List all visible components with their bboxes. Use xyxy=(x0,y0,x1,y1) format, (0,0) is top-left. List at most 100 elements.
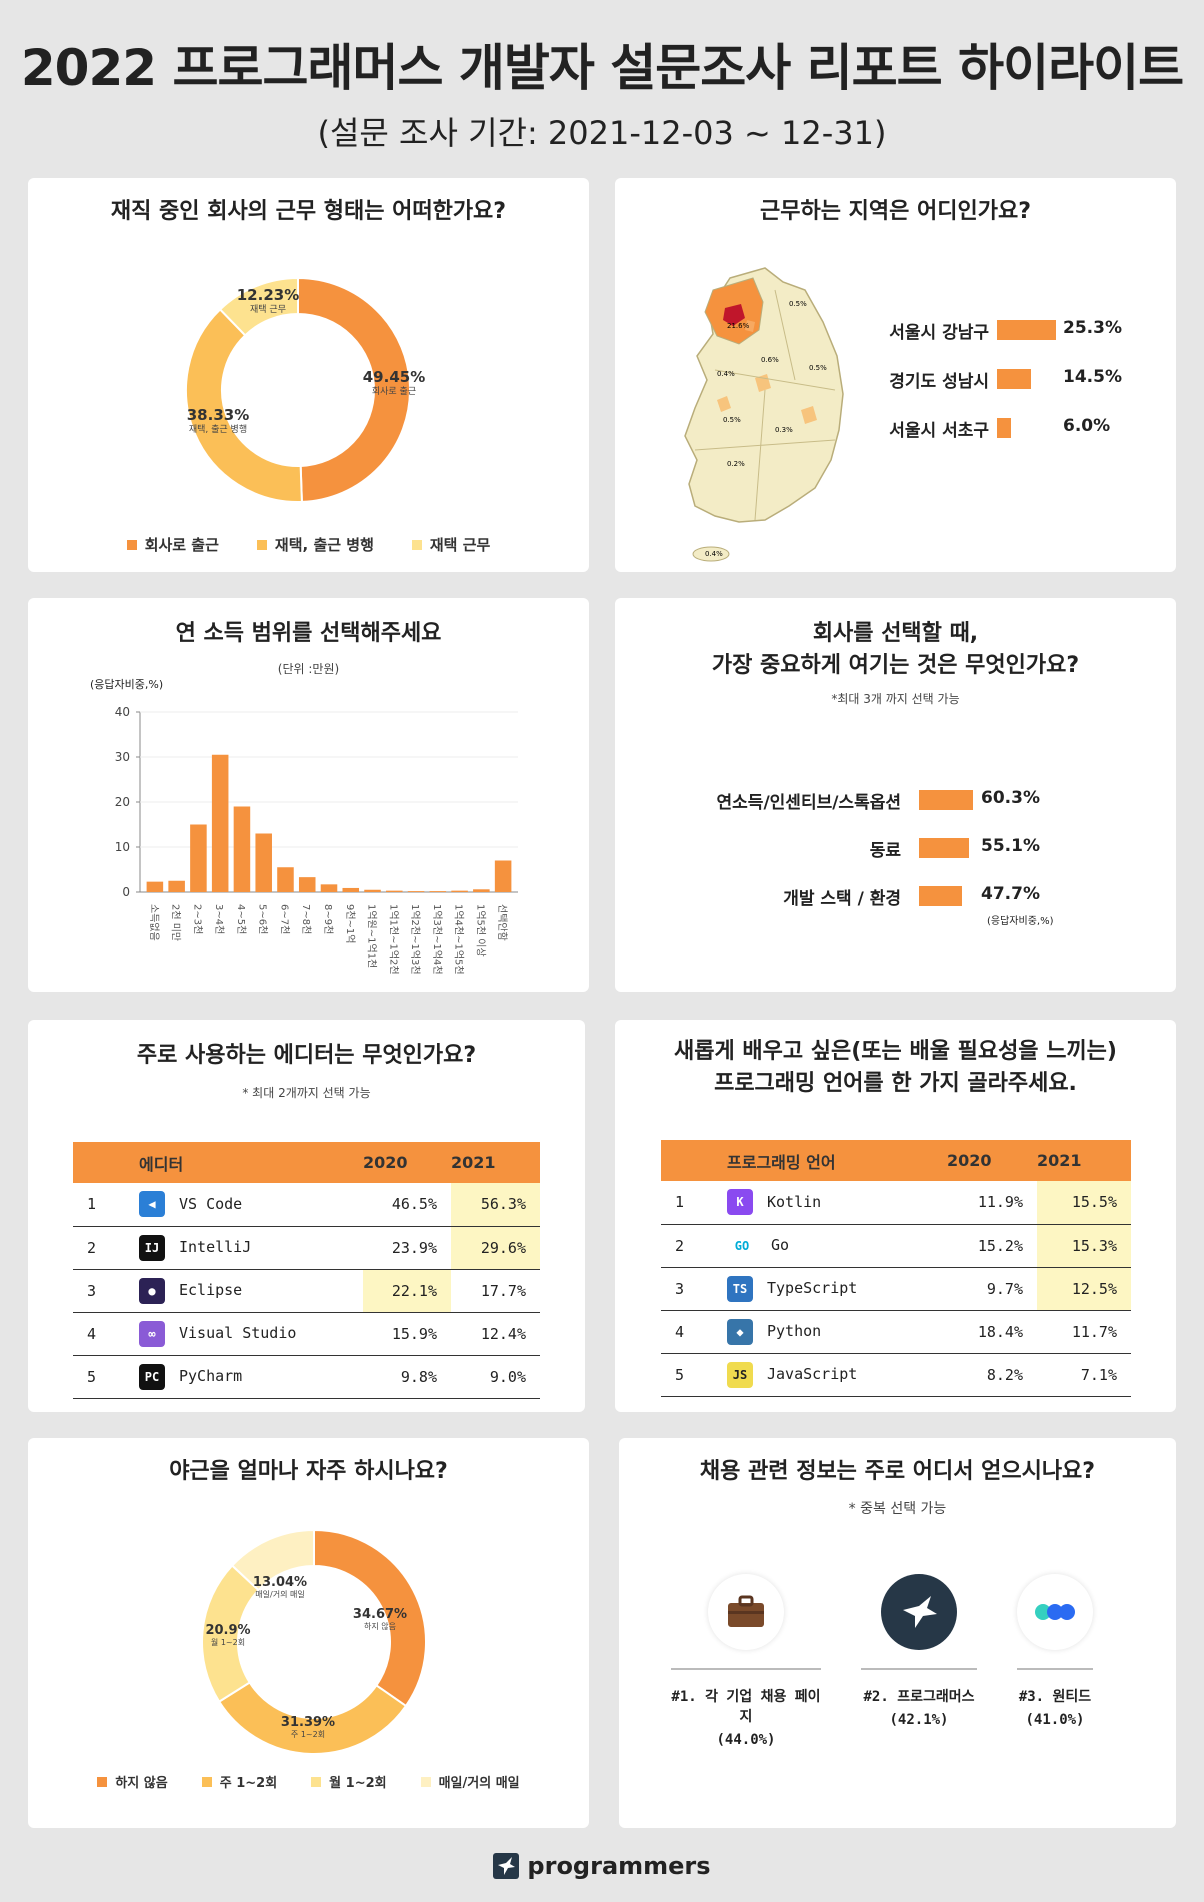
table-row: 4 ◆ Python 18.4% 11.7% xyxy=(661,1310,1131,1354)
python-icon: ◆ xyxy=(727,1318,753,1345)
slice-percent: 49.45% xyxy=(363,368,425,386)
income-bar xyxy=(211,754,229,892)
editors-note: * 최대 2개까지 선택 가능 xyxy=(242,1086,371,1100)
x-tick-label: 4~5천 xyxy=(235,904,247,934)
bar xyxy=(919,838,969,858)
visual-studio-icon: ∞ xyxy=(139,1320,165,1347)
y-tick-label: 40 xyxy=(115,705,130,719)
job-info-card: 채용 관련 정보는 주로 어디서 얻으시나요? * 중복 선택 가능 #1. 각… xyxy=(619,1438,1176,1828)
rank-cell: 2 xyxy=(661,1224,727,1268)
income-bar xyxy=(407,891,425,892)
bar xyxy=(997,320,1057,340)
income-ylabel: (응답자비중,%) xyxy=(90,678,164,691)
col-header: 2020 xyxy=(947,1140,1037,1181)
slice-percent: 12.23% xyxy=(237,286,299,304)
legend-item: 매일/거의 매일 xyxy=(420,1772,520,1791)
income-bar xyxy=(233,806,251,892)
map-label: 0.6% xyxy=(761,356,779,364)
rank-cell: 5 xyxy=(73,1355,139,1399)
page-subtitle: (설문 조사 기간: 2021-12-03 ~ 12-31) xyxy=(317,114,887,152)
job-channel-value: (44.0%) xyxy=(716,1732,776,1748)
slice-name: 재택 근무 xyxy=(250,304,286,315)
name-cell: PC PyCharm xyxy=(139,1355,363,1399)
table-row: 5 JS JavaScript 8.2% 7.1% xyxy=(661,1353,1131,1397)
name-cell: IJ IntelliJ xyxy=(139,1226,363,1270)
x-tick-label: 1억4천~1억5천 xyxy=(453,904,465,975)
programmers-logo-icon xyxy=(493,1853,520,1879)
pycharm-icon: PC xyxy=(139,1363,165,1390)
map-district-b xyxy=(801,406,817,424)
value-2020-cell: 15.2% xyxy=(947,1224,1037,1268)
y-tick-label: 10 xyxy=(115,840,130,854)
work-type-title: 재직 중인 회사의 근무 형태는 어떠한가요? xyxy=(110,199,507,224)
job-info-title: 채용 관련 정보는 주로 어디서 얻으시나요? xyxy=(699,1459,1096,1484)
map-label: 0.3% xyxy=(775,426,793,434)
map-label: 0.4% xyxy=(705,550,723,558)
x-tick-label: 1억5천 이상 xyxy=(474,904,486,957)
rank-cell: 5 xyxy=(661,1353,727,1397)
vscode-icon: ◀ xyxy=(139,1191,165,1218)
income-bar xyxy=(320,884,338,892)
x-tick-label: 소득없음 xyxy=(148,904,161,941)
slice-name: 재택, 출근 병행 xyxy=(189,423,247,435)
legend-item: 재택, 출근 병행 xyxy=(256,534,374,555)
value-2021-cell: 15.5% xyxy=(1037,1181,1131,1225)
value-2021-cell: 12.5% xyxy=(1037,1267,1131,1311)
slice-name: 하지 않음 xyxy=(364,1621,396,1631)
languages-title-line1: 새롭게 배우고 싶은(또는 배울 필요성을 느끼는) xyxy=(674,1039,1117,1064)
intellij-icon: IJ xyxy=(139,1234,165,1261)
name-cell: JS JavaScript xyxy=(727,1353,947,1397)
slice-name: 회사로 출근 xyxy=(372,386,416,397)
x-tick-label: 2천 미만 xyxy=(170,904,182,941)
table-row: 3 ● Eclipse 22.1% 17.7% xyxy=(73,1269,540,1313)
value-2021-cell: 17.7% xyxy=(451,1269,540,1313)
income-bar xyxy=(473,889,490,892)
x-tick-label: 9천~1억 xyxy=(344,904,356,944)
map-label: 0.4% xyxy=(717,370,735,378)
slice-name: 월 1~2회 xyxy=(211,1637,245,1647)
value-2020-cell: 23.9% xyxy=(363,1226,451,1270)
table-row: 5 PC PyCharm 9.8% 9.0% xyxy=(73,1355,540,1399)
eclipse-icon: ● xyxy=(139,1277,165,1304)
value-2021-cell: 11.7% xyxy=(1037,1310,1131,1354)
value-2020-cell: 9.8% xyxy=(363,1355,451,1399)
table-header-row: 에디터 2020 2021 xyxy=(73,1142,540,1183)
slice-percent: 20.9% xyxy=(205,1623,250,1638)
map-label: 0.5% xyxy=(809,364,827,372)
x-tick-label: 3~4천 xyxy=(213,904,225,934)
income-bar xyxy=(277,867,294,892)
priority-card: 회사를 선택할 때, 가장 중요하게 여기는 것은 무엇인가요? *최대 3개 … xyxy=(615,598,1176,992)
table-row: 2 GO Go 15.2% 15.3% xyxy=(661,1224,1131,1268)
table-row: 2 IJ IntelliJ 23.9% 29.6% xyxy=(73,1226,540,1270)
programmers-bird-icon xyxy=(881,1574,957,1650)
bar-value: 14.5% xyxy=(1063,367,1122,387)
briefcase-icon xyxy=(708,1574,784,1650)
income-title: 연 소득 범위를 선택해주세요 xyxy=(175,621,442,646)
map-label: 0.5% xyxy=(789,300,807,308)
javascript-icon: JS xyxy=(727,1361,753,1388)
map-jeju xyxy=(692,546,730,562)
job-channel-value: (41.0%) xyxy=(1025,1712,1085,1728)
map-seongnam xyxy=(745,320,755,332)
name-cell: ◆ Python xyxy=(727,1310,947,1354)
x-tick-label: 1억1천~1억2천 xyxy=(387,904,399,975)
income-bar xyxy=(364,889,381,892)
priority-unit: (응답자비중,%) xyxy=(987,916,1054,927)
map-label: 0.2% xyxy=(727,460,745,468)
languages-title-line2: 프로그래밍 언어를 한 가지 골라주세요. xyxy=(714,1071,1077,1096)
bar-label: 서울시 강남구 xyxy=(889,323,989,343)
x-tick-label: 1억원~1억1천 xyxy=(366,904,378,968)
bar xyxy=(997,369,1032,389)
value-2021-cell: 29.6% xyxy=(451,1226,540,1270)
y-tick-label: 0 xyxy=(122,885,130,899)
name-cell: ◀ VS Code xyxy=(139,1183,363,1227)
overtime-title: 야근을 얼마나 자주 하시나요? xyxy=(169,1459,448,1484)
income-card: 연 소득 범위를 선택해주세요 (단위 :만원) (응답자비중,%) 0 10 20… xyxy=(28,598,589,992)
map-label: 0.5% xyxy=(723,416,741,424)
typescript-icon: TS xyxy=(727,1275,753,1302)
value-2020-cell: 46.5% xyxy=(363,1183,451,1227)
wanted-icon xyxy=(1017,1574,1093,1650)
job-channel-value: (42.1%) xyxy=(889,1712,949,1728)
map-seoul xyxy=(723,304,745,326)
job-channel-wanted: #3. 원티드 (41.0%) xyxy=(1017,1574,1093,1728)
